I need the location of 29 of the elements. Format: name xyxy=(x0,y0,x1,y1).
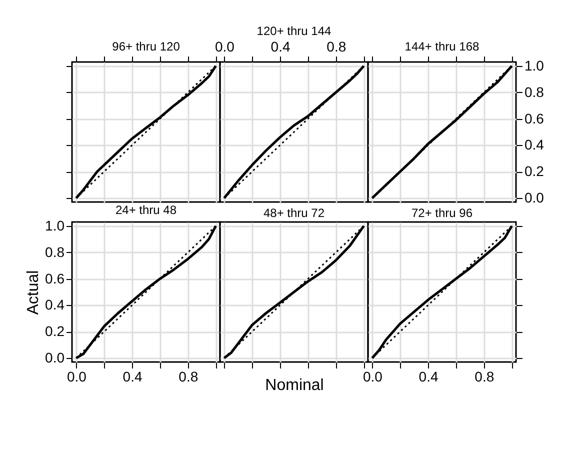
chart-title: 144+ thru 168 xyxy=(404,40,480,54)
x-tick-label: 0.8 xyxy=(474,368,494,384)
x-tick-label: 0.4 xyxy=(418,368,438,384)
x-tick-label: 0.0 xyxy=(66,368,87,384)
chart-title: 48+ thru 72 xyxy=(263,206,325,220)
y-tick-label: 0.6 xyxy=(524,110,544,126)
y-tick-label: 1.0 xyxy=(524,57,544,74)
chart-title: 72+ thru 96 xyxy=(411,206,473,220)
y-tick-label: 0.2 xyxy=(45,323,65,340)
y-tick-label: 0.8 xyxy=(45,244,65,260)
x-tick-label: 0.4 xyxy=(122,368,142,384)
y-tick-label: 0.4 xyxy=(524,136,544,153)
y-axis-title: Actual xyxy=(25,270,42,315)
chart-title: 120+ thru 144 xyxy=(256,24,332,38)
y-tick-label: 0.6 xyxy=(45,270,65,286)
y-tick-label: 0.0 xyxy=(524,190,544,206)
y-tick-label: 0.4 xyxy=(45,296,65,313)
x-tick-label: 0.0 xyxy=(214,38,235,54)
y-tick-label: 0.0 xyxy=(45,350,65,366)
chart-title: 24+ thru 48 xyxy=(115,202,177,217)
x-tick-label: 0.0 xyxy=(362,368,383,384)
y-tick-label: 0.2 xyxy=(524,163,544,180)
y-tick-label: 0.8 xyxy=(524,84,544,100)
x-tick-label: 0.8 xyxy=(178,368,198,384)
chart-title: 96+ thru 120 xyxy=(112,40,180,54)
x-tick-label: 0.4 xyxy=(270,38,290,54)
y-tick-label: 1.0 xyxy=(45,217,65,234)
x-axis-title: Nominal xyxy=(265,377,324,394)
x-tick-label: 0.8 xyxy=(326,38,346,54)
